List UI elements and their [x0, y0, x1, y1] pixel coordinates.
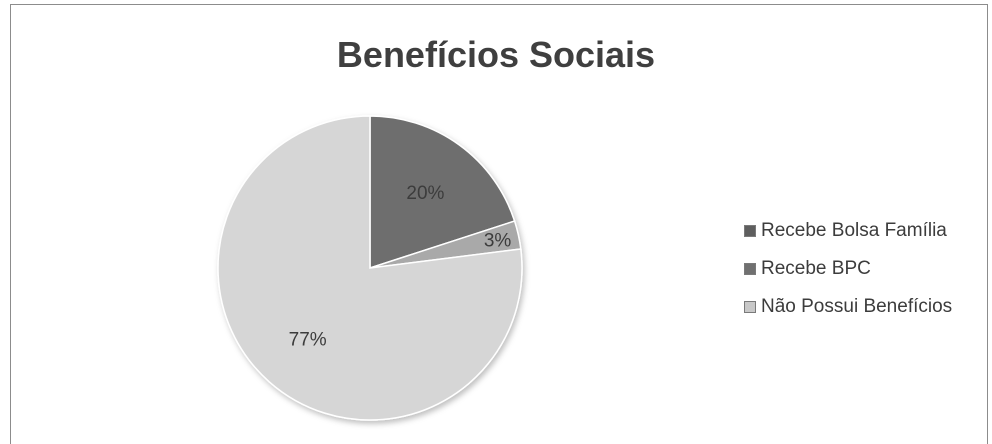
- legend-label: Recebe BPC: [761, 258, 871, 279]
- chart-title: Benefícios Sociais: [336, 34, 656, 75]
- data-label: 3%: [484, 230, 512, 251]
- legend-swatch: [744, 301, 756, 313]
- legend-item: Recebe Bolsa Família: [744, 212, 952, 250]
- legend: Recebe Bolsa Família Recebe BPC Não Poss…: [744, 212, 952, 326]
- data-label: 20%: [406, 183, 444, 204]
- legend-swatch: [744, 263, 756, 275]
- legend-swatch: [744, 225, 756, 237]
- legend-item: Recebe BPC: [744, 250, 952, 288]
- legend-label: Não Possui Benefícios: [761, 296, 953, 317]
- legend-label: Recebe Bolsa Família: [761, 220, 947, 241]
- pie-slice: [369, 115, 516, 270]
- pie-slice: [217, 115, 523, 421]
- legend-item: Não Possui Benefícios: [744, 288, 952, 326]
- data-label: 77%: [289, 330, 327, 351]
